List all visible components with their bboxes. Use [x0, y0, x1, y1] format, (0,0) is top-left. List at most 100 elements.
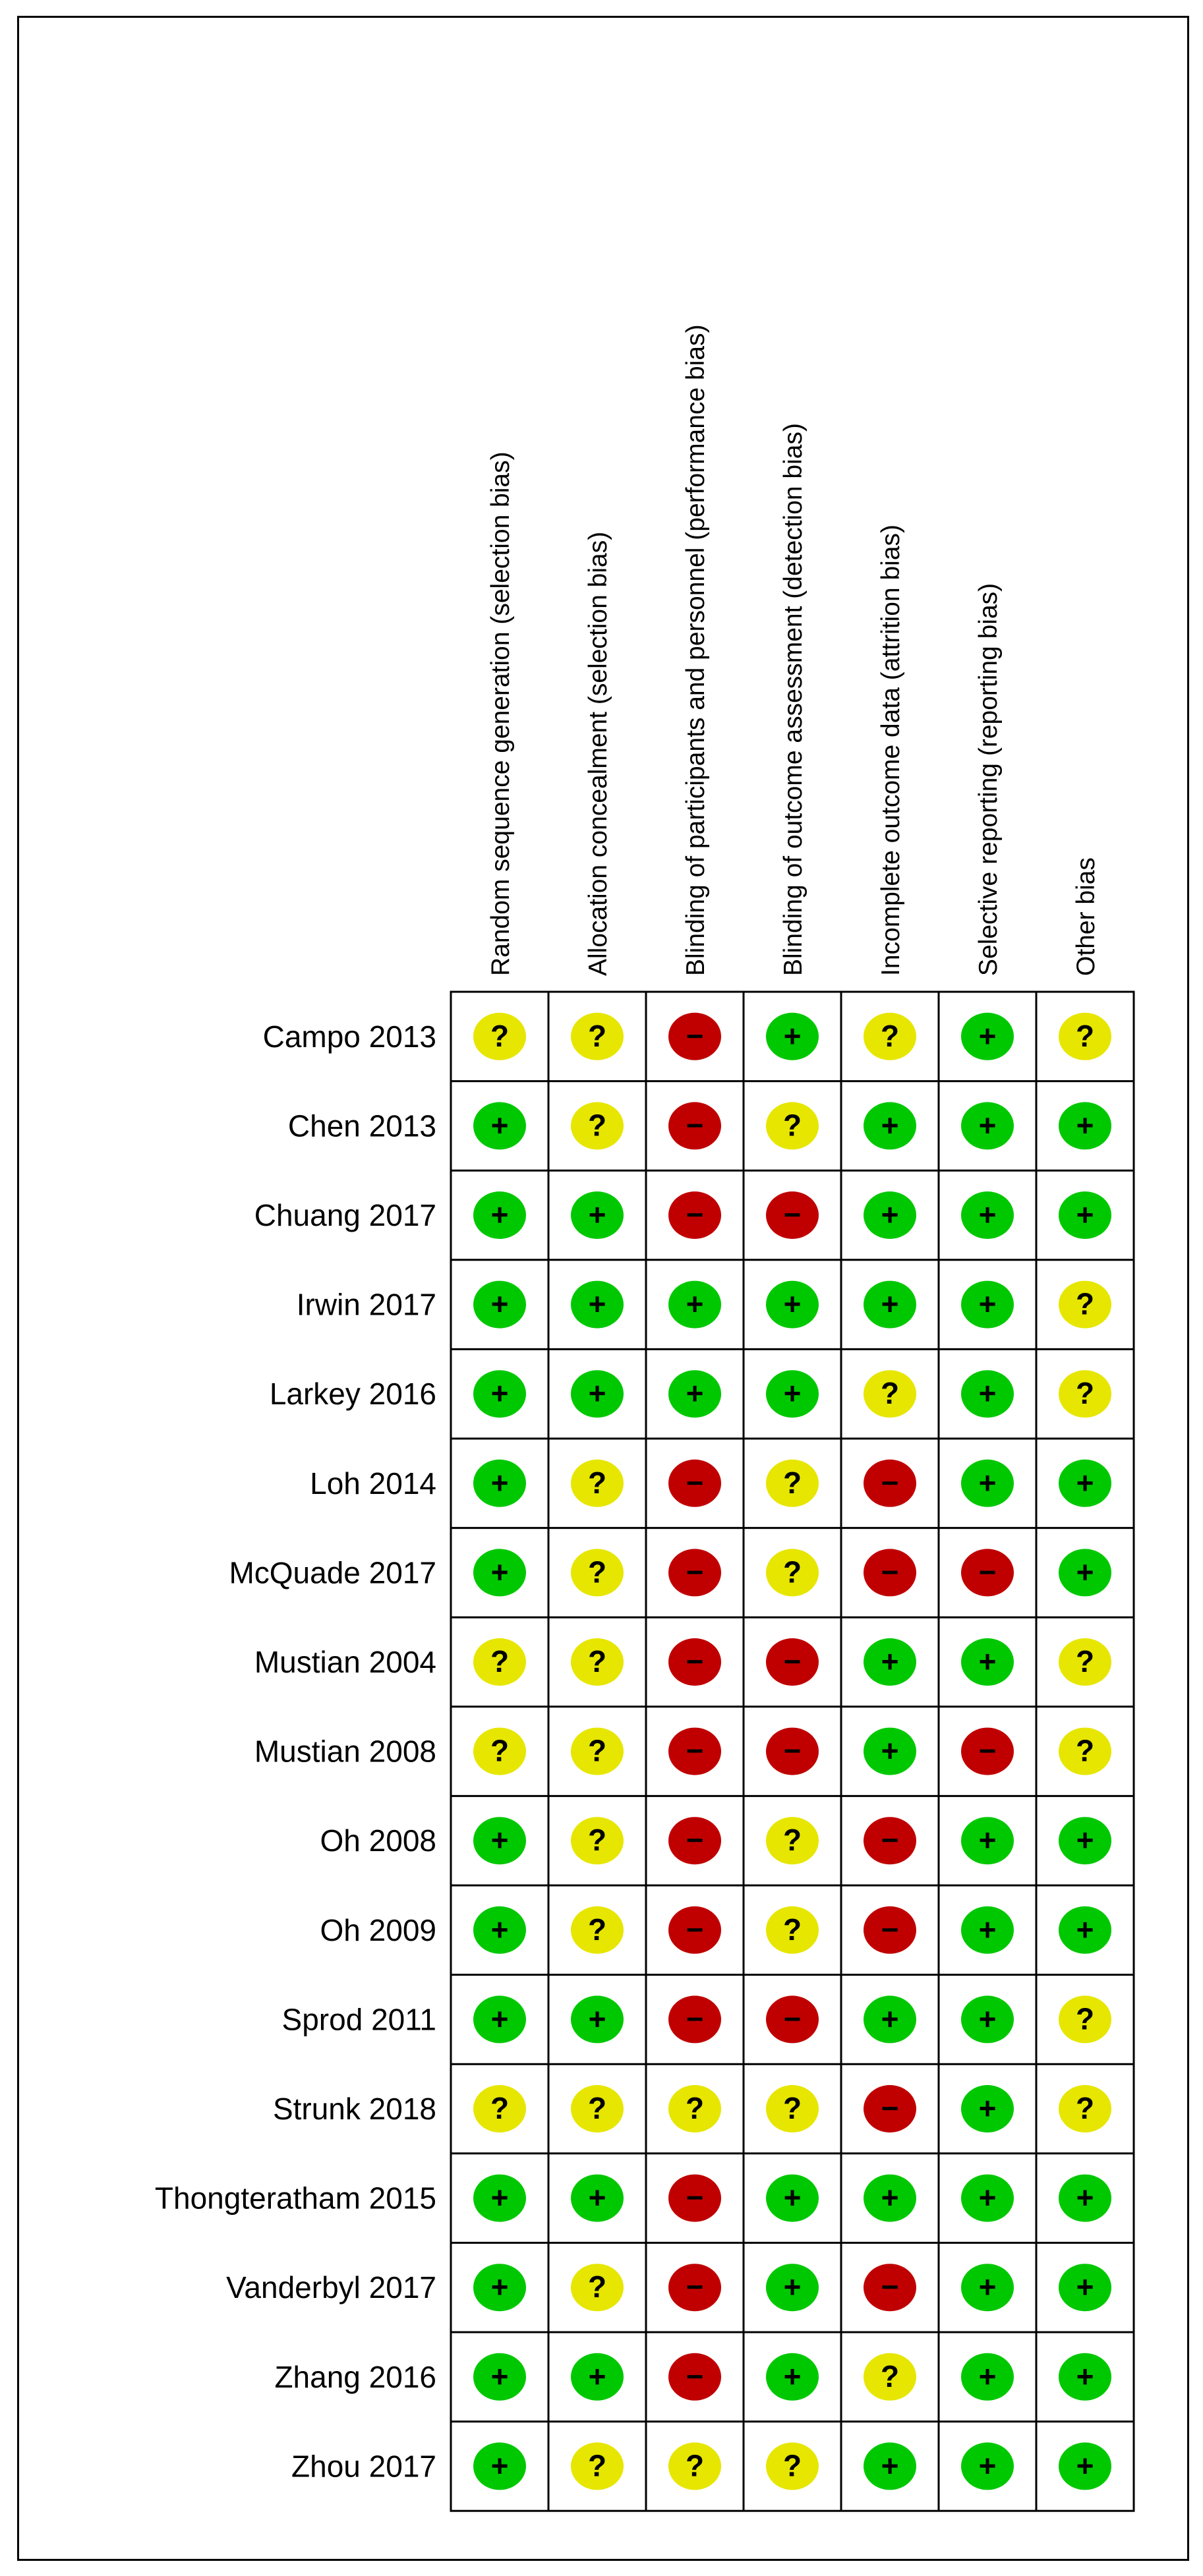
rating-glyph: ?	[588, 1912, 606, 1947]
rating-cell: +	[961, 1995, 1014, 2044]
column-header: Other bias	[1072, 857, 1100, 976]
rating-glyph: ?	[783, 1555, 802, 1589]
rating-symbol	[1059, 1549, 1111, 1597]
rating-glyph: ?	[490, 1644, 509, 1678]
rating-cell: −	[961, 1549, 1014, 1597]
rating-symbol	[864, 1102, 916, 1150]
rating-symbol	[571, 2353, 624, 2401]
rating-cell: ?	[1059, 1995, 1111, 2044]
rating-cell: +	[1059, 1906, 1111, 1954]
rating-cell: −	[864, 1906, 916, 1954]
rating-cells: ?? − +? + ? +? −? + + + + + − − + + + + + + + + + ? + + + +? + ? +? −? −…	[473, 1012, 1111, 2490]
rating-glyph: ?	[588, 1734, 606, 1768]
rating-cell: +	[961, 2174, 1014, 2222]
rating-glyph: −	[686, 1466, 704, 1500]
rating-glyph: +	[784, 1287, 802, 1321]
rating-cell: −	[668, 1727, 721, 1775]
rating-cell: −	[864, 2085, 916, 2132]
rating-cell: −	[766, 1995, 819, 2044]
rating-cell: −	[668, 1549, 721, 1597]
rating-glyph: +	[784, 2270, 802, 2304]
rating-cell: −	[668, 2353, 721, 2401]
rating-glyph: ?	[588, 1108, 606, 1142]
rating-symbol	[571, 1727, 624, 1775]
rating-cell: ?	[571, 1549, 624, 1597]
rating-symbol	[571, 2174, 624, 2222]
rating-cell: ?	[571, 2085, 624, 2132]
rating-cell: −	[766, 1191, 819, 1239]
rating-glyph: +	[979, 1197, 997, 1232]
column-header: Random sequence generation (selection bi…	[486, 451, 515, 976]
rating-glyph: +	[881, 1734, 899, 1768]
rating-symbol	[1059, 1012, 1111, 1060]
rating-cell: +	[961, 1817, 1014, 1865]
rating-symbol	[473, 1549, 526, 1597]
rating-cell: +	[961, 2442, 1014, 2490]
rating-cell: −	[961, 1727, 1014, 1775]
rating-cell: +	[1059, 1549, 1111, 1597]
column-header: Incomplete outcome data (attrition bias)	[877, 525, 905, 976]
rating-glyph: −	[686, 1823, 704, 1857]
rating-symbol	[961, 1817, 1014, 1865]
rating-glyph: +	[881, 2181, 899, 2215]
rating-symbol	[864, 1727, 916, 1775]
column-header: Allocation concealment (selection bias)	[584, 532, 612, 976]
rating-cell: ?	[571, 1638, 624, 1686]
rating-glyph: ?	[588, 2448, 606, 2482]
rating-cell: −	[668, 1012, 721, 1060]
column-header: Selective reporting (reporting bias)	[974, 583, 1003, 976]
rating-cell: +	[571, 1370, 624, 1418]
rating-glyph: ?	[1076, 2091, 1094, 2125]
rating-glyph: −	[881, 2091, 899, 2125]
rating-glyph: +	[979, 1019, 997, 1053]
rating-symbol	[864, 1459, 916, 1507]
rating-cell: +	[473, 1191, 526, 1239]
rating-glyph: ?	[783, 1912, 802, 1947]
rating-symbol	[1059, 1906, 1111, 1954]
rating-cell: +	[864, 1995, 916, 2044]
rating-symbol	[473, 1727, 526, 1775]
rating-cell: +	[473, 1995, 526, 2044]
rating-glyph: +	[491, 2359, 509, 2393]
rating-cell: ?	[766, 2442, 819, 2490]
rating-cell: +	[766, 1280, 819, 1329]
rating-symbol	[668, 1459, 721, 1507]
rating-glyph: +	[784, 2181, 802, 2215]
rating-cell: ?	[571, 1012, 624, 1060]
rating-symbol	[571, 1638, 624, 1686]
rating-cell: −	[668, 1102, 721, 1150]
study-label: Zhou 2017	[291, 2449, 436, 2483]
rating-glyph: +	[1076, 1466, 1094, 1500]
rating-cell: ?	[1059, 2085, 1111, 2132]
rating-glyph: +	[589, 1197, 606, 1232]
rating-cell: ?	[571, 2264, 624, 2312]
rating-cell: +	[766, 2174, 819, 2222]
rating-glyph: ?	[783, 1466, 802, 1500]
rating-glyph: ?	[686, 2091, 704, 2125]
rating-glyph: ?	[1076, 1287, 1094, 1321]
rating-symbol	[668, 1906, 721, 1954]
rating-glyph: −	[881, 2270, 899, 2304]
rating-cell: ?	[766, 2085, 819, 2132]
rating-cell: +	[864, 1638, 916, 1686]
rating-cell: ?	[1059, 1012, 1111, 1060]
rating-cell: ?	[571, 1906, 624, 1954]
rating-glyph: +	[881, 1287, 899, 1321]
rating-symbol	[571, 1012, 624, 1060]
rating-glyph: ?	[490, 1019, 509, 1053]
rating-symbol	[1059, 1191, 1111, 1239]
rating-cell: ?	[571, 1817, 624, 1865]
rating-symbol	[961, 1727, 1014, 1775]
rating-glyph: +	[491, 2001, 509, 2036]
rating-symbol	[1059, 2442, 1111, 2490]
rating-glyph: +	[881, 2448, 899, 2482]
risk-of-bias-summary-chart: Random sequence generation (selection bi…	[155, 324, 1135, 2512]
rating-glyph: −	[686, 1644, 704, 1678]
rating-symbol	[961, 2353, 1014, 2401]
rating-cell: +	[473, 2353, 526, 2401]
study-label: Mustian 2008	[254, 1734, 436, 1769]
rating-symbol	[668, 1995, 721, 2044]
rating-glyph: +	[881, 2001, 899, 2036]
rating-cell: ?	[473, 2085, 526, 2132]
rating-symbol	[668, 1280, 721, 1329]
